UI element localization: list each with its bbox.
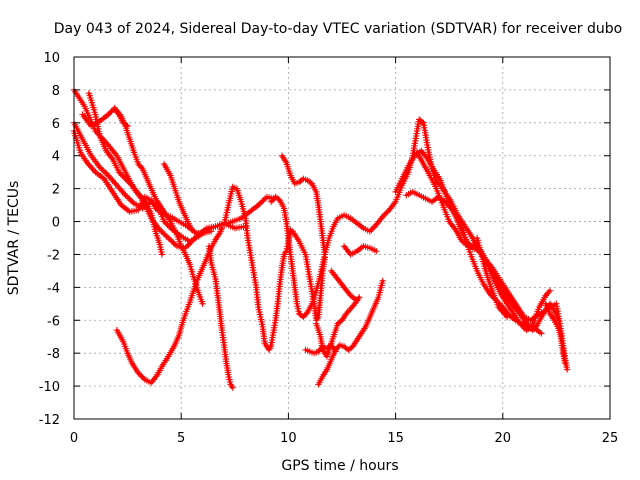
x-tick-label: 25: [602, 431, 619, 446]
data-point-markers: [111, 106, 131, 130]
series-line: [72, 129, 213, 235]
data-point-markers: [473, 234, 511, 321]
y-tick-label: 2: [52, 183, 60, 198]
data-series: [160, 160, 196, 233]
data-series: [328, 267, 361, 304]
data-series: [392, 147, 571, 373]
y-tick-label: -4: [47, 281, 60, 296]
data-point-markers: [340, 243, 380, 258]
data-series: [340, 243, 380, 258]
data-point-markers: [278, 152, 328, 258]
data-point-markers: [542, 300, 569, 367]
y-tick-label: 0: [52, 216, 60, 231]
y-tick-label: -2: [47, 248, 60, 263]
y-tick-label: 6: [52, 117, 60, 132]
data-point-markers: [302, 341, 339, 357]
data-point-markers: [160, 160, 196, 233]
y-tick-label: -6: [47, 314, 60, 329]
x-tick-label: 20: [495, 431, 512, 446]
data-point-markers: [328, 267, 361, 304]
y-tick-label: -8: [47, 347, 60, 362]
y-tick-label: 10: [43, 51, 60, 66]
data-point-markers: [289, 228, 328, 324]
grid: [74, 57, 610, 419]
series-line: [394, 149, 569, 371]
x-tick-label: 15: [387, 431, 404, 446]
data-series: [413, 149, 554, 334]
data-series: [205, 243, 236, 391]
data-series: [315, 277, 386, 388]
data-series: [70, 127, 215, 237]
series-line: [415, 151, 552, 332]
chart-title: Day 043 of 2024, Sidereal Day-to-day VTE…: [54, 21, 622, 37]
data-series: [85, 90, 166, 258]
data-point-markers: [70, 127, 215, 237]
data-series: [268, 116, 562, 334]
x-axis-label: GPS time / hours: [281, 458, 398, 474]
plot-frame: [73, 56, 611, 420]
data-point-markers: [268, 116, 562, 334]
data-series: [220, 183, 294, 354]
plot-area: [70, 86, 571, 391]
data-point-markers: [205, 243, 236, 391]
y-tick-label: 4: [52, 150, 60, 165]
data-point-markers: [85, 90, 166, 258]
y-axis-label: SDTVAR / TECUs: [6, 181, 22, 296]
x-tick-label: 5: [177, 431, 185, 446]
data-point-markers: [392, 147, 571, 373]
data-series: [542, 300, 569, 367]
x-tick-label: 0: [70, 431, 78, 446]
data-series: [289, 228, 328, 324]
data-point-markers: [113, 224, 226, 386]
data-point-markers: [220, 183, 294, 354]
data-series: [113, 224, 226, 386]
data-series: [302, 341, 339, 357]
y-tick-label: 8: [52, 84, 60, 99]
data-series: [111, 106, 131, 130]
x-tick-label: 10: [280, 431, 297, 446]
data-point-markers: [315, 277, 386, 388]
axis-ticks: 0 5 10 15 20 25 -12 -10 -8 -6 -4 -2 0 2 4 6 8 10: [39, 51, 619, 446]
data-series: [278, 152, 328, 258]
y-tick-label: -10: [39, 380, 60, 395]
data-series: [473, 234, 511, 321]
data-point-markers: [413, 149, 554, 334]
series-line: [222, 185, 292, 352]
y-tick-label: -12: [39, 413, 60, 428]
